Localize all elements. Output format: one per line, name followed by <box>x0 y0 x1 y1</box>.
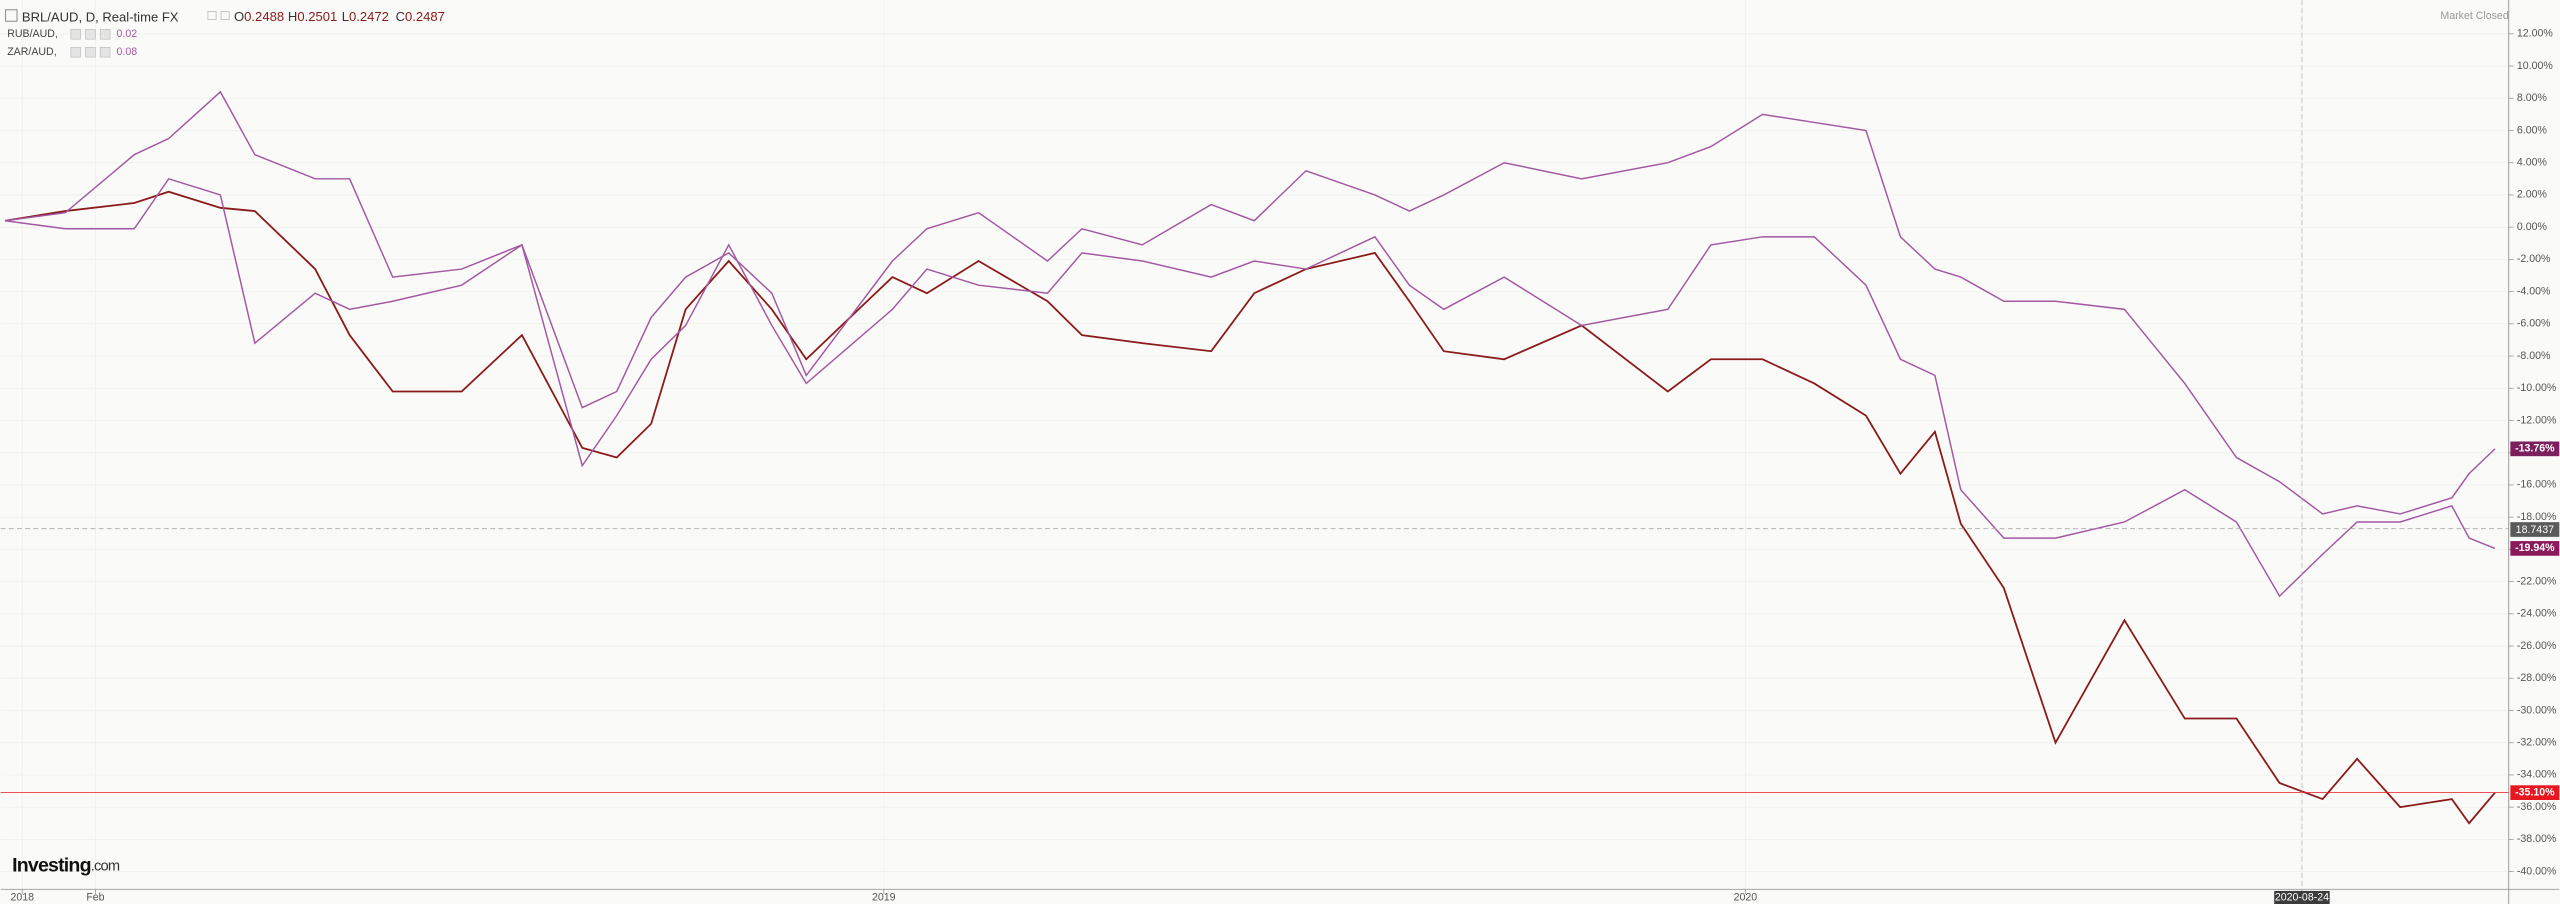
market-status: Market Closed <box>2440 10 2508 22</box>
y-tick-label: -6.00% <box>2517 318 2551 330</box>
y-tick-label: 8.00% <box>2517 92 2548 104</box>
x-tick-label: 2020 <box>1734 891 1758 903</box>
x-tick-label: 2020-08-24 <box>2275 891 2329 903</box>
legend-label: RUB/AUD, <box>7 28 58 40</box>
y-tick-label: -40.00% <box>2517 865 2557 877</box>
y-tick-label: -24.00% <box>2517 608 2557 620</box>
grid <box>0 0 2509 890</box>
ohlc-value: 0.2472 <box>349 9 389 24</box>
ohlc: O0.2488 H0.2501 L0.2472 C0.2487 <box>234 9 445 24</box>
legend-icon <box>85 46 96 58</box>
ohlc-value: 0.2488 <box>244 9 284 24</box>
legend-icon <box>70 29 81 40</box>
y-tick-label: -12.00% <box>2517 414 2557 426</box>
axes: 12.00% 10.00% 8.00% 6.00% 4.00% 2.00% 0.00% -2.… <box>10 0 2560 904</box>
y-tick-label: -26.00% <box>2517 640 2557 652</box>
x-highlight-box <box>2274 890 2330 904</box>
ohlc-item: O0.2488 <box>234 9 284 24</box>
last-value-box <box>2510 441 2560 457</box>
ohlc-value: 0.2487 <box>405 9 445 24</box>
y-tick-label: -36.00% <box>2517 801 2557 813</box>
y-tick-label: -28.00% <box>2517 672 2557 684</box>
y-tick-label: -38.00% <box>2517 833 2557 845</box>
brand-name: Investing <box>12 855 91 877</box>
brand-suffix: .com <box>91 858 120 874</box>
ohlc-key: L <box>342 9 349 24</box>
legend-value: 0.08 <box>117 46 138 58</box>
x-tick-label: 2019 <box>872 891 896 903</box>
y-tick-label: -16.00% <box>2517 479 2557 491</box>
y-tick-label: 0.00% <box>2517 221 2548 233</box>
y-tick-label: -2.00% <box>2517 253 2551 265</box>
y-tick-label: -34.00% <box>2517 769 2557 781</box>
last-value-box <box>2510 541 2560 556</box>
legend-value: 0.02 <box>117 28 138 40</box>
legend-icon <box>70 46 81 58</box>
ohlc-key: H <box>288 9 297 24</box>
last-value-box <box>2510 785 2560 800</box>
last-value-label: -19.94% <box>2515 542 2555 554</box>
series-line <box>4 177 2496 598</box>
ohlc-item: L0.2472 <box>342 9 389 24</box>
ohlc-key: C <box>396 9 405 24</box>
last-value-label: -13.76% <box>2515 443 2555 455</box>
crosshair-label: 18.7437 <box>2516 524 2554 536</box>
y-tick-label: 10.00% <box>2517 60 2554 72</box>
last-value-label: -35.10% <box>2515 786 2555 798</box>
y-tick-label: -18.00% <box>2517 511 2557 523</box>
y-tick-label: -30.00% <box>2517 704 2557 716</box>
y-tick-label: -22.00% <box>2517 575 2557 587</box>
y-tick-label: 2.00% <box>2517 189 2548 201</box>
legend-icon <box>99 46 111 58</box>
icon <box>207 11 217 20</box>
legend-label: ZAR/AUD, <box>7 46 56 58</box>
series-line <box>4 90 2496 515</box>
y-tick-label: -4.00% <box>2517 285 2551 297</box>
header: BRL/AUD, D, Real-time FX O0.2488 H0.2501 L… <box>5 9 2509 24</box>
ohlc-value: 0.2501 <box>297 9 337 24</box>
legend: RUB/AUD, 0.02 ZAR/AUD, 0.08 <box>7 28 137 58</box>
y-tick-label: 6.00% <box>2517 124 2548 136</box>
plot <box>0 90 2509 825</box>
y-tick-label: 12.00% <box>2517 28 2554 40</box>
series-line <box>4 190 2496 825</box>
ohlc-item: C0.2487 <box>396 9 445 24</box>
icon <box>220 11 230 20</box>
ohlc-item: H0.2501 <box>288 9 337 24</box>
brand: Investing.com <box>12 855 120 877</box>
icon <box>5 9 18 22</box>
y-tick-label: -8.00% <box>2517 350 2551 362</box>
y-tick-label: -32.00% <box>2517 737 2557 749</box>
x-tick-label: Feb <box>86 891 104 903</box>
legend-icon <box>85 29 96 40</box>
chart-title: BRL/AUD, D, Real-time FX <box>22 9 179 24</box>
crosshair-box <box>2510 522 2560 537</box>
x-tick-label: 2018 <box>10 891 34 903</box>
y-tick-label: 4.00% <box>2517 157 2548 169</box>
ohlc-key: O <box>234 9 244 24</box>
y-tick-label: -10.00% <box>2517 382 2557 394</box>
legend-icon <box>99 29 111 40</box>
